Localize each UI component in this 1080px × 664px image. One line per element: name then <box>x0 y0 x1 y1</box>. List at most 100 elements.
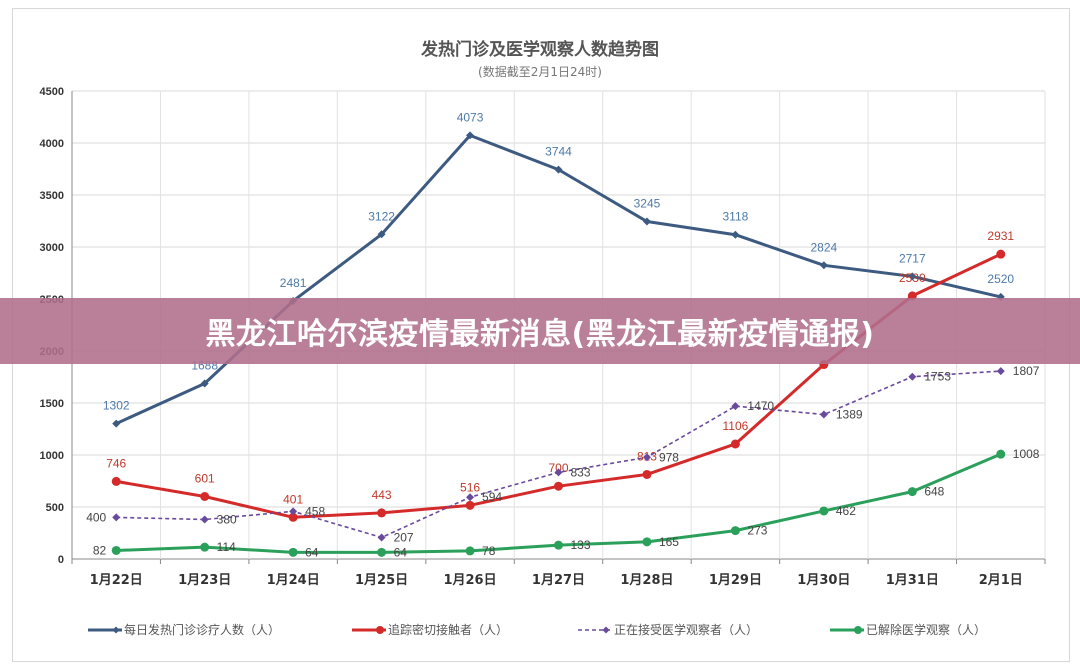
legend-label: 每日发热门诊诊疗人数（人） <box>124 622 280 637</box>
x-tick-label: 1月27日 <box>532 573 585 588</box>
data-label: 833 <box>571 465 591 479</box>
x-tick-label: 1月30日 <box>797 573 850 588</box>
data-point <box>907 487 917 497</box>
data-label: 2520 <box>987 272 1014 286</box>
legend-item: 每日发热门诊诊疗人数（人） <box>88 622 280 637</box>
data-point <box>554 481 563 491</box>
data-point <box>731 402 740 411</box>
data-point <box>377 508 387 518</box>
series-3: 400 380 458 207 594 833 978 1470 1389 1753 1807 <box>86 364 1040 544</box>
y-tick-label: 3500 <box>40 190 64 202</box>
data-label: 401 <box>283 492 303 506</box>
data-point <box>642 469 652 479</box>
data-label: 2931 <box>987 229 1014 243</box>
data-label: 1106 <box>723 419 749 433</box>
data-label: 3744 <box>545 145 572 159</box>
legend-swatch-marker <box>602 626 610 634</box>
y-tick-label: 4000 <box>40 138 64 150</box>
data-label: 601 <box>195 471 215 485</box>
data-point <box>554 540 563 550</box>
data-point <box>819 410 828 419</box>
data-label: 978 <box>659 450 679 464</box>
data-label: 114 <box>217 540 236 554</box>
legend-swatch-marker <box>854 626 862 634</box>
legend-item: 追踪密切接触者（人） <box>352 622 508 637</box>
legend-label: 已解除医学观察（人） <box>866 622 986 637</box>
data-point <box>377 547 387 557</box>
data-label: 648 <box>924 485 944 499</box>
data-label: 64 <box>394 545 408 559</box>
x-tick-label: 1月28日 <box>620 573 673 588</box>
data-point <box>554 468 563 477</box>
data-point <box>465 546 475 556</box>
data-label: 82 <box>93 543 107 557</box>
data-point <box>908 272 917 281</box>
data-point <box>908 372 917 381</box>
data-label: 3118 <box>723 210 749 224</box>
data-label: 516 <box>460 480 480 494</box>
data-point <box>465 500 475 510</box>
data-point <box>112 419 121 428</box>
data-point <box>288 512 298 522</box>
x-tick-label: 1月22日 <box>90 573 143 588</box>
data-label: 4073 <box>457 110 484 124</box>
data-point <box>200 379 209 388</box>
data-label: 462 <box>836 504 856 518</box>
y-tick-label: 4500 <box>40 86 64 98</box>
x-tick-label: 1月29日 <box>709 573 762 588</box>
data-label: 1008 <box>1013 447 1040 461</box>
data-point <box>377 230 386 239</box>
y-tick-label: 3000 <box>40 242 64 254</box>
data-point <box>996 249 1006 259</box>
data-point <box>200 542 210 552</box>
legend-item: 已解除医学观察（人） <box>830 622 986 637</box>
chart-title: 发热门诊及医学观察人数趋势图 <box>420 39 659 60</box>
data-label: 2481 <box>280 276 307 290</box>
x-tick-label: 1月25日 <box>355 573 408 588</box>
data-label: 1807 <box>1013 364 1040 378</box>
data-label: 133 <box>571 538 591 552</box>
data-label: 400 <box>86 510 106 524</box>
data-point <box>819 506 829 516</box>
legend: 每日发热门诊诊疗人数（人） 追踪密切接触者（人） 正在接受医学观察者（人） 已解除医学… <box>88 622 986 637</box>
legend-swatch-marker <box>112 626 120 634</box>
legend-label: 正在接受医学观察者（人） <box>614 622 758 637</box>
data-point <box>730 526 740 536</box>
x-tick-label: 2月1日 <box>979 573 1023 588</box>
data-label: 746 <box>106 456 126 470</box>
y-tick-label: 0 <box>58 554 64 566</box>
data-label: 165 <box>659 535 679 549</box>
data-label: 458 <box>305 504 325 518</box>
legend-label: 追踪密切接触者（人） <box>388 622 508 637</box>
legend-swatch-marker <box>376 626 384 634</box>
data-label: 273 <box>747 524 767 538</box>
data-label: 443 <box>372 488 392 502</box>
data-point <box>642 217 651 226</box>
data-label: 3122 <box>368 209 395 223</box>
data-label: 2530 <box>899 271 926 285</box>
y-tick-label: 500 <box>46 502 64 514</box>
banner-text: 黑龙江哈尔滨疫情最新消息(黑龙江最新疫情通报) <box>205 317 875 352</box>
chart-subtitle: (数据截至2月1日24时) <box>478 64 602 79</box>
data-point <box>111 476 121 486</box>
y-tick-label: 1500 <box>40 398 64 410</box>
series-4: 82 114 64 64 78 133 165 273 462 648 1008 <box>93 447 1040 559</box>
x-tick-label: 1月23日 <box>178 573 231 588</box>
data-point <box>288 547 298 557</box>
series-layer: 1302168824813122407337443245311828242717… <box>86 110 1040 559</box>
data-label: 380 <box>217 512 237 526</box>
data-point <box>289 507 298 516</box>
data-label: 64 <box>305 545 319 559</box>
data-label: 594 <box>482 490 502 504</box>
series-2: 746601401443516700813110625302931 <box>106 229 1014 522</box>
data-label: 1470 <box>747 399 774 413</box>
data-point <box>642 453 651 462</box>
data-point <box>200 491 210 501</box>
data-point <box>554 165 563 174</box>
data-label: 2717 <box>899 251 926 265</box>
x-tick-label: 1月24日 <box>267 573 320 588</box>
data-point <box>730 439 740 449</box>
data-point <box>111 545 121 555</box>
data-label: 1302 <box>103 399 130 413</box>
data-point <box>377 533 386 542</box>
